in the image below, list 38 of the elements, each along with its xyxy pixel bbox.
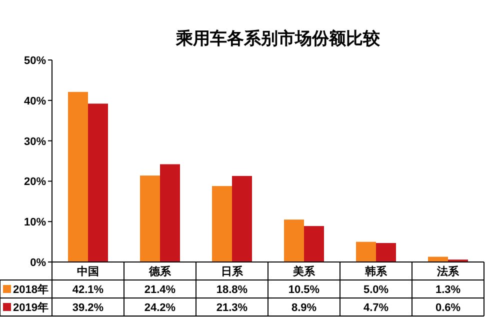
- bar: [304, 226, 324, 262]
- data-label: 4.7%: [363, 302, 389, 314]
- data-label: 24.2%: [144, 302, 176, 314]
- bar: [232, 176, 252, 262]
- data-label: 42.1%: [72, 284, 104, 296]
- data-label: 21.3%: [216, 302, 248, 314]
- data-label: 18.8%: [216, 284, 248, 296]
- bar: [356, 242, 376, 262]
- chart-title: 乘用车各系别市场份额比较: [175, 29, 381, 48]
- y-tick-label: 50%: [24, 55, 46, 67]
- data-label: 39.2%: [72, 302, 104, 314]
- bar: [140, 176, 160, 262]
- x-tick-label: 韩系: [364, 265, 388, 278]
- y-tick-label: 0%: [30, 257, 46, 269]
- legend-label: 2019年: [13, 301, 48, 314]
- bar: [428, 256, 448, 262]
- data-label: 1.3%: [435, 284, 461, 296]
- bar: [376, 243, 396, 262]
- data-label: 0.6%: [435, 302, 461, 314]
- bar: [284, 220, 304, 262]
- x-tick-label: 日系: [221, 265, 244, 278]
- y-tick-label: 40%: [24, 95, 46, 108]
- bar: [160, 164, 180, 262]
- data-label: 8.9%: [291, 302, 317, 314]
- y-tick-label: 30%: [24, 136, 46, 148]
- data-label: 5.0%: [363, 284, 389, 296]
- bar: [88, 104, 108, 262]
- data-label: 21.4%: [144, 284, 176, 296]
- legend-label: 2018年: [13, 283, 48, 296]
- x-tick-label: 德系: [148, 265, 172, 278]
- x-tick-label: 法系: [436, 265, 460, 278]
- x-tick-label: 美系: [292, 265, 316, 278]
- x-tick-label: 中国: [77, 265, 99, 278]
- y-tick-label: 10%: [24, 216, 46, 229]
- bar: [212, 186, 232, 262]
- bar: [68, 92, 88, 262]
- data-label: 10.5%: [288, 284, 320, 296]
- y-tick-label: 20%: [24, 176, 46, 188]
